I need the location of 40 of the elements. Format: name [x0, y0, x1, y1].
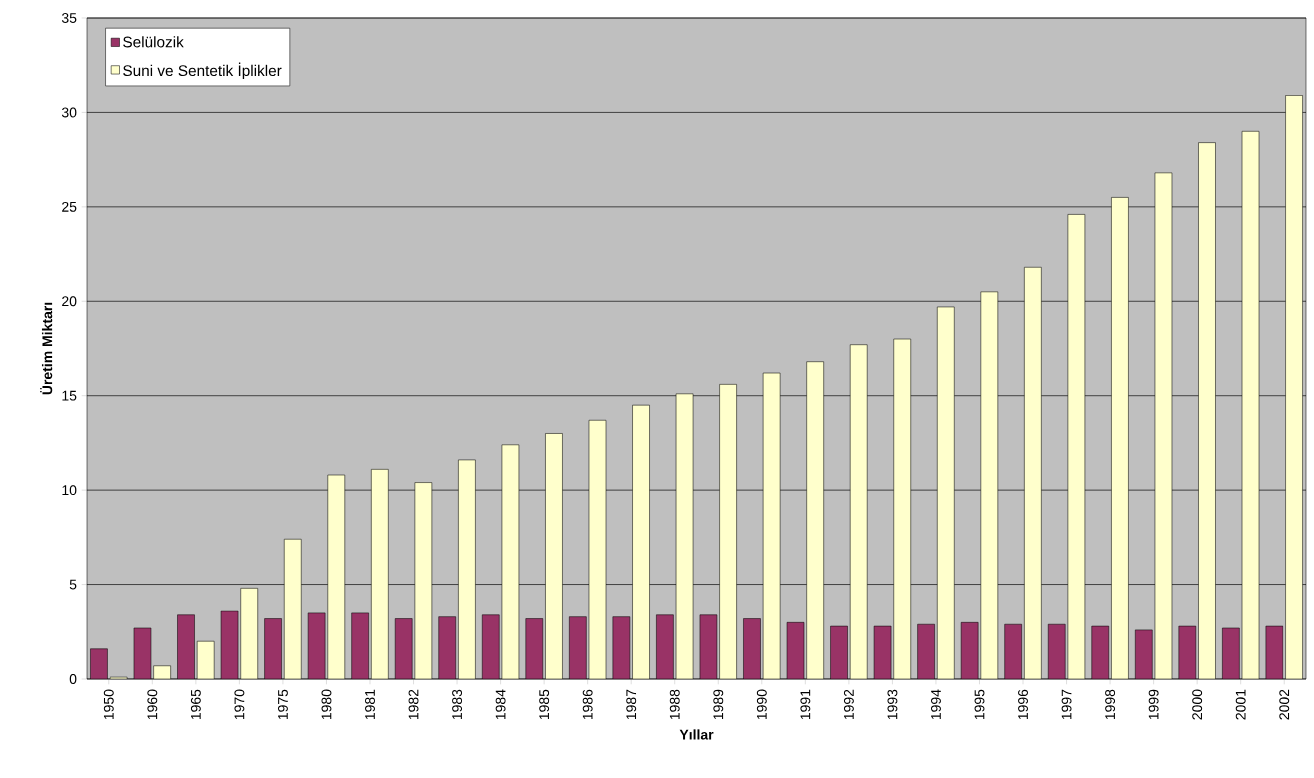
legend-label: Suni ve Sentetik İplikler	[123, 62, 282, 80]
x-tick-label: 2001	[1235, 689, 1246, 720]
x-tick-label: 1984	[495, 689, 506, 720]
y-tick-label: 10	[62, 485, 77, 496]
y-tick-label: 35	[61, 13, 77, 23]
x-tick-label: 1988	[669, 689, 680, 720]
x-tick-label: 1975	[277, 689, 288, 720]
y-axis-title: Üretim Miktarı	[40, 302, 53, 395]
y-tick-label: 25	[62, 201, 77, 212]
y-tick-label: 0	[69, 674, 77, 684]
x-tick-label: 1991	[800, 689, 811, 720]
x-tick-label: 1997	[1061, 689, 1072, 720]
x-tick-label: 2002	[1279, 689, 1290, 720]
x-tick-label: 1950	[103, 689, 114, 720]
x-tick-label: 1989	[713, 689, 724, 720]
y-tick-label: 20	[62, 296, 77, 307]
y-tick-label: 30	[61, 107, 77, 118]
x-tick-label: 1998	[1105, 689, 1116, 720]
x-tick-label: 1982	[408, 689, 419, 720]
x-tick-label: 2000	[1192, 689, 1203, 720]
x-tick-label: 1992	[843, 689, 854, 720]
x-tick-label: 1981	[365, 689, 375, 720]
x-tick-label: 1999	[1148, 689, 1159, 720]
y-tick-label: 15	[62, 390, 77, 401]
x-tick-label: 1960	[147, 689, 158, 720]
x-tick-label: 1986	[582, 689, 593, 720]
x-tick-label: 1996	[1018, 689, 1028, 720]
x-tick-label: 1980	[321, 689, 332, 720]
legend-label: Selülozik	[123, 36, 184, 48]
x-tick-label: 1993	[887, 689, 898, 720]
x-axis-title: Yıllar	[679, 729, 714, 740]
x-tick-label: 1987	[626, 689, 637, 720]
x-tick-label: 1990	[756, 689, 767, 720]
x-tick-label: 1985	[539, 689, 550, 720]
x-tick-label: 1994	[931, 689, 941, 720]
x-tick-label: 1965	[190, 689, 201, 720]
y-tick-label: 5	[69, 579, 77, 590]
x-tick-label: 1970	[234, 689, 245, 720]
x-tick-label: 1983	[452, 689, 463, 720]
x-tick-label: 1995	[974, 689, 985, 720]
